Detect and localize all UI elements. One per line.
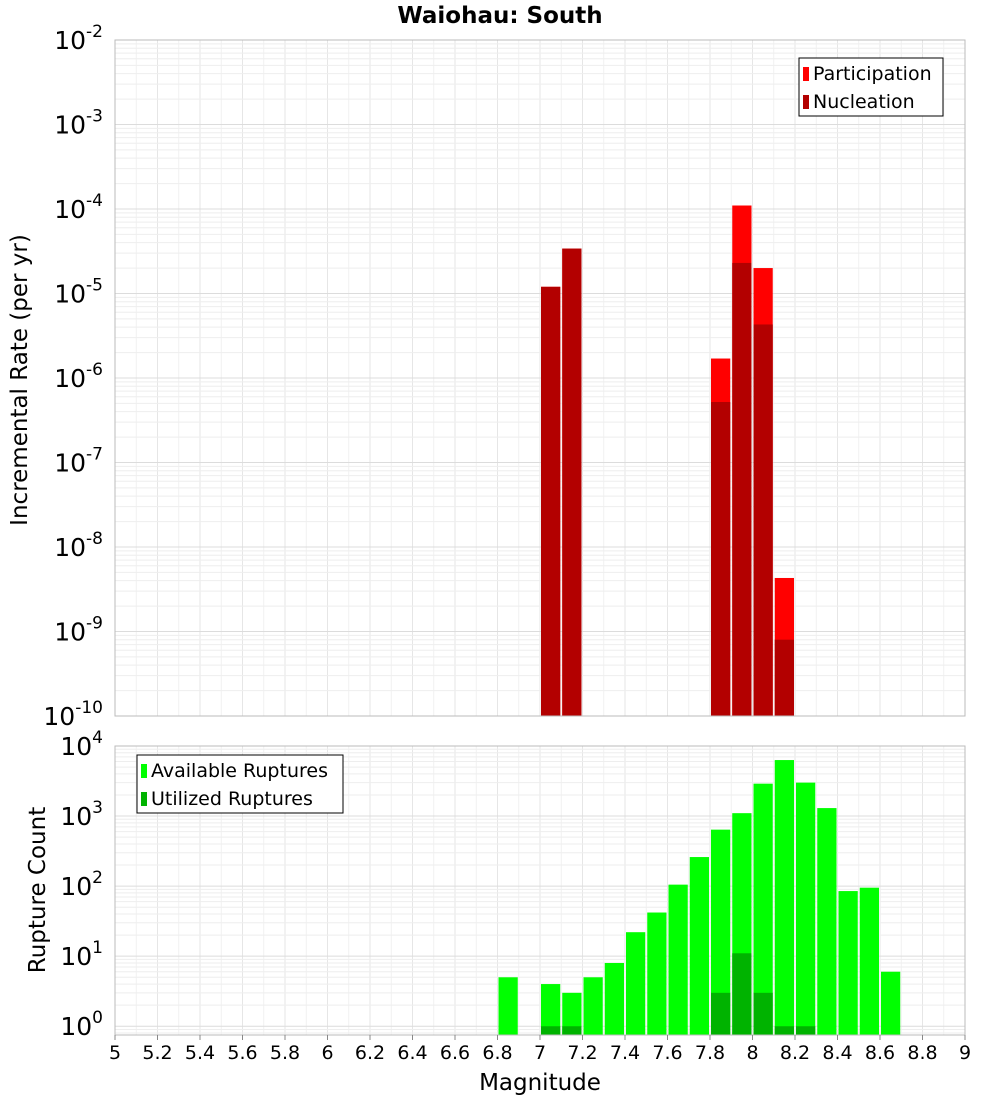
- y-tick-label: 10-9: [54, 614, 103, 647]
- bar-utilized-ruptures: [541, 1026, 561, 1035]
- legend-box: [798, 57, 944, 117]
- bar-available-ruptures: [796, 782, 816, 1035]
- x-tick-label: 7.6: [652, 1042, 682, 1064]
- y-tick-label: 102: [60, 868, 103, 901]
- x-tick-label: 7.4: [610, 1042, 640, 1064]
- legend-label: Utilized Ruptures: [151, 788, 313, 810]
- bar-available-ruptures: [774, 760, 794, 1035]
- bar-nucleation: [753, 324, 773, 716]
- x-tick-label: 6.6: [440, 1042, 470, 1064]
- bar-available-ruptures: [604, 962, 624, 1035]
- x-tick-label: 5: [109, 1042, 121, 1064]
- y-tick-label: 104: [60, 728, 103, 761]
- x-tick-label: 8.4: [822, 1042, 852, 1064]
- y-tick-label: 10-3: [54, 107, 103, 140]
- bar-utilized-ruptures: [562, 1026, 582, 1035]
- bar-utilized-ruptures: [753, 992, 773, 1035]
- y-tick-label: 10-4: [54, 191, 103, 224]
- y-tick-label: 10-7: [54, 445, 103, 478]
- bar-available-ruptures: [647, 912, 667, 1035]
- legend-label: Nucleation: [813, 91, 915, 113]
- bar-available-ruptures: [817, 808, 837, 1035]
- top-panel: 10-10 10-9 10-8 10-7 10-6 10-5 10-4 10-3 10-2 Par…: [43, 22, 966, 731]
- y-tick-label: 10-6: [54, 360, 103, 393]
- y-tick-label: 100: [60, 1008, 103, 1041]
- plot-border: [114, 39, 966, 717]
- bar-available-ruptures: [498, 977, 518, 1035]
- x-tick-label: 5.8: [270, 1042, 300, 1064]
- x-tick-label: 6.8: [482, 1042, 512, 1064]
- bar-available-ruptures: [838, 891, 858, 1035]
- bar-available-ruptures: [753, 783, 773, 1035]
- y-tick-label: 10-8: [54, 529, 103, 562]
- bar-available-ruptures: [541, 984, 561, 1035]
- x-tick-label: 8: [746, 1042, 758, 1064]
- bar-nucleation: [774, 639, 794, 716]
- x-tick-label: 8.2: [780, 1042, 810, 1064]
- bar-utilized-ruptures: [711, 992, 731, 1035]
- legend-box: [136, 754, 344, 814]
- x-tick-label: 8.6: [865, 1042, 895, 1064]
- legend-label: Participation: [813, 63, 932, 85]
- bar-utilized-ruptures: [732, 953, 752, 1035]
- x-tick-label: 5.4: [185, 1042, 215, 1064]
- bottom-y-axis-title: Rupture Count: [25, 807, 51, 973]
- x-tick-label: 5.6: [227, 1042, 257, 1064]
- x-tick-label: 9: [959, 1042, 971, 1064]
- x-tick-label: 5.2: [142, 1042, 172, 1064]
- bar-nucleation: [562, 248, 582, 716]
- legend-swatch: [141, 764, 147, 778]
- y-tick-label: 10-5: [54, 276, 103, 309]
- bar-available-ruptures: [711, 829, 731, 1035]
- y-tick-label: 10-2: [54, 22, 103, 55]
- chart-title: Waiohau: South: [397, 3, 602, 29]
- legend: Available Ruptures Utilized Ruptures: [136, 754, 344, 814]
- x-tick-label: 6: [321, 1042, 333, 1064]
- top-y-axis-title: Incremental Rate (per yr): [7, 234, 33, 526]
- bar-available-ruptures: [562, 992, 582, 1035]
- bar-nucleation: [711, 401, 731, 716]
- bar-nucleation: [732, 262, 752, 716]
- bar-utilized-ruptures: [796, 1026, 816, 1035]
- bar-nucleation: [541, 286, 561, 716]
- x-tick-label: 7.2: [567, 1042, 597, 1064]
- y-tick-label: 10-10: [43, 698, 103, 731]
- x-tick-label: 8.8: [907, 1042, 937, 1064]
- bar-available-ruptures: [668, 884, 688, 1035]
- bar-available-ruptures: [859, 887, 879, 1035]
- x-axis-title: Magnitude: [479, 1070, 601, 1096]
- legend: Participation Nucleation: [798, 57, 944, 117]
- bar-available-ruptures: [583, 977, 603, 1035]
- bar-available-ruptures: [689, 857, 709, 1035]
- legend-swatch: [141, 792, 147, 806]
- y-tick-label: 101: [60, 938, 103, 971]
- legend-label: Available Ruptures: [151, 760, 328, 782]
- bar-available-ruptures: [881, 971, 901, 1035]
- bar-utilized-ruptures: [774, 1026, 794, 1035]
- legend-swatch: [803, 67, 809, 81]
- x-tick-label: 7: [534, 1042, 546, 1064]
- bar-available-ruptures: [626, 932, 646, 1035]
- x-tick-label: 7.8: [695, 1042, 725, 1064]
- legend-swatch: [803, 95, 809, 109]
- bottom-panel: 100 101 102 103 104 5 5.2 5.4 5.6 5.8 6 6.2 6.4 6.6 6.…: [60, 728, 971, 1064]
- y-tick-label: 103: [60, 798, 103, 831]
- x-tick-label: 6.2: [355, 1042, 385, 1064]
- x-tick-label: 6.4: [397, 1042, 427, 1064]
